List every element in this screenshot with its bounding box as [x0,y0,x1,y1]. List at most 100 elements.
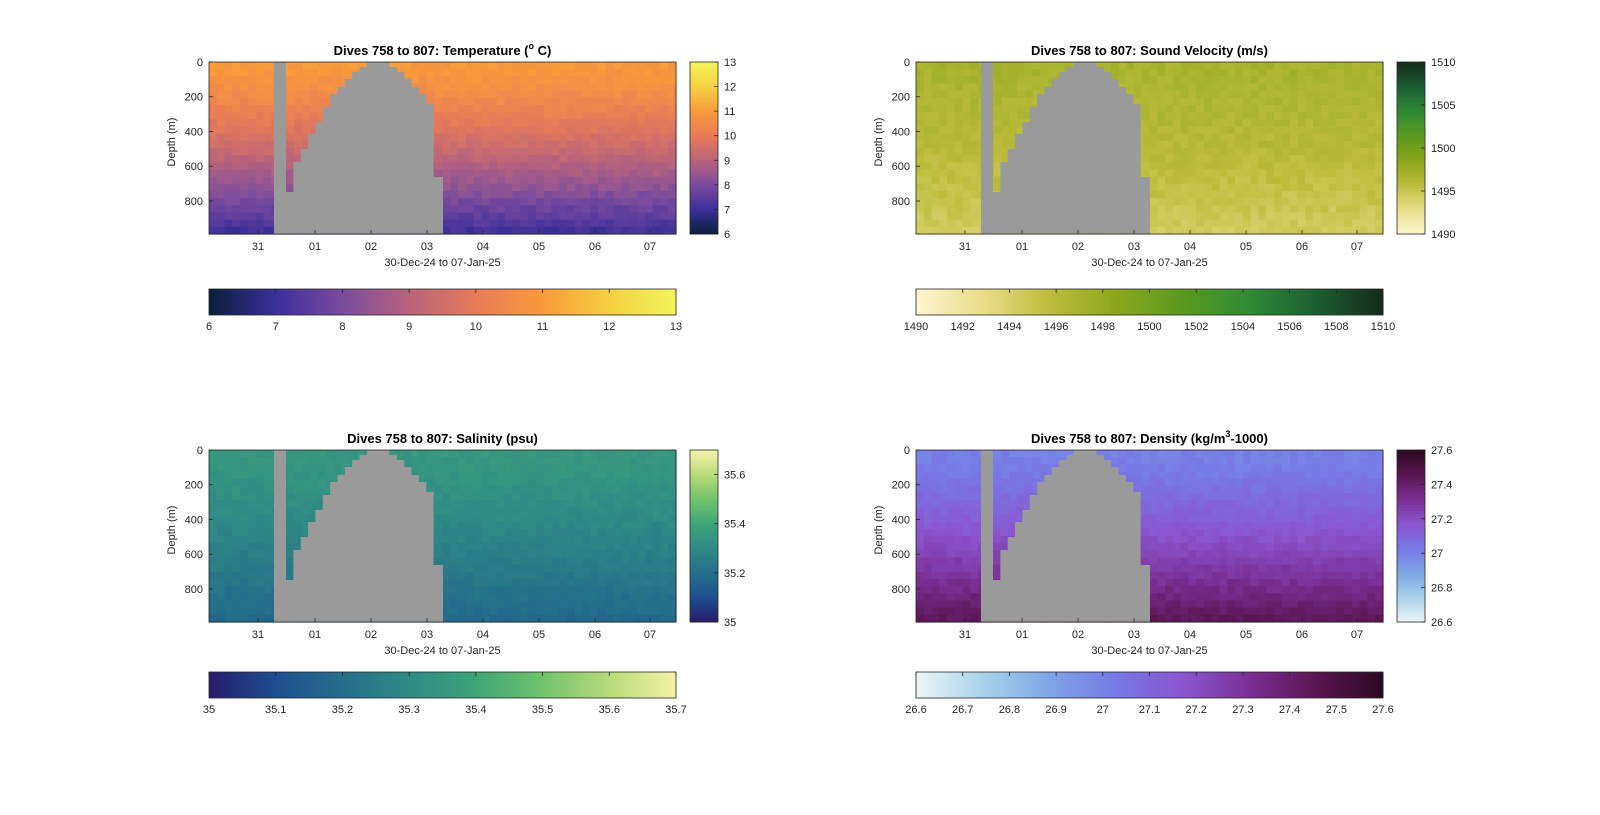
heatmap-cell [1157,133,1166,142]
data-gap [993,192,1001,234]
heatmap-cell [1297,205,1306,214]
heatmap-cell [621,226,630,235]
heatmap-cell [582,500,591,508]
heatmap-cell [559,579,568,587]
heatmap-cell [232,464,241,473]
colorbar-swatch [690,504,718,508]
colorbar-swatch [605,289,611,315]
heatmap-cell [255,133,265,142]
data-gap [403,79,412,234]
heatmap-cell [458,169,467,178]
heatmap-cell [317,83,327,92]
heatmap-cell [590,464,599,473]
y-tick-label: 200 [185,92,203,104]
heatmap-cell [1196,112,1205,120]
heatmap-cell [551,226,560,235]
heatmap-cell [574,464,584,473]
heatmap-cell [1258,183,1267,192]
heatmap-cell [1305,198,1314,206]
heatmap-cell [528,176,537,185]
heatmap-cell [939,212,948,221]
heatmap-cell [473,521,483,530]
heatmap-cell [458,148,467,156]
heatmap-cell [637,183,646,192]
heatmap-cell [1312,105,1322,113]
heatmap-cell [465,191,475,199]
heatmap-cell [598,176,607,185]
heatmap-cell [1219,226,1228,235]
heatmap-cell [660,550,669,559]
heatmap-cell [209,614,218,623]
heatmap-cell [598,607,607,616]
colorbar-swatch [648,289,654,315]
heatmap-cell [263,191,272,199]
heatmap-cell [263,457,272,465]
colorbar-swatch [690,558,718,563]
heatmap-cell [993,69,1003,77]
heatmap-cell [434,550,444,559]
heatmap-cell [1188,162,1197,171]
heatmap-cell [962,191,972,199]
heatmap-cell [652,500,662,508]
heatmap-cell [668,83,677,92]
heatmap-cell [317,97,327,106]
heatmap-cell [1001,105,1010,113]
heatmap-cell [567,97,576,106]
heatmap-cell [637,571,646,580]
heatmap-cell [559,493,568,501]
heatmap-cell [504,536,514,544]
heatmap-cell [1297,155,1306,163]
heatmap-cell [644,450,654,458]
heatmap-cell [1118,62,1127,70]
heatmap-cell [504,543,514,551]
y-tick-label: 0 [904,57,910,69]
heatmap-cell [668,69,677,77]
heatmap-cell [644,97,654,106]
colorbar-swatch [419,289,424,315]
heatmap-cell [209,62,218,70]
heatmap-cell [598,457,607,465]
heatmap-cell [450,176,459,185]
colorbar-swatch [690,481,718,485]
heatmap-cell [1242,219,1252,228]
heatmap-cell [582,176,591,185]
heatmap-cell [302,133,311,142]
heatmap-cell [450,564,459,573]
heatmap-cell [1375,155,1384,163]
heatmap-cell [652,148,662,156]
heatmap-cell [1367,219,1376,228]
heatmap-cell [302,450,311,458]
x-tick-label: 07 [644,241,656,253]
heatmap-cell [1211,219,1221,228]
y-tick-label: 0 [197,57,203,69]
colorbar-swatch [1141,289,1147,315]
heatmap-cell [637,140,646,149]
heatmap-cell [637,450,646,458]
heatmap-cell [652,119,662,128]
heatmap-cell [450,457,459,465]
heatmap-cell [1172,198,1182,206]
heatmap-cell [294,140,303,149]
heatmap-cell [512,457,521,465]
heatmap-cell [970,212,979,221]
heatmap-cell [224,90,233,99]
heatmap-cell [621,457,630,465]
heatmap-cell [255,162,265,171]
heatmap-cell [629,557,638,566]
colorbar-swatch [690,193,718,198]
heatmap-cell [574,571,584,580]
heatmap-cell [317,76,327,85]
colorbar-swatch [1161,289,1166,315]
heatmap-cell [294,112,303,120]
heatmap-cell [528,500,537,508]
heatmap-cell [255,97,265,106]
heatmap-cell [1242,119,1252,128]
colorbar-swatch [1397,219,1425,224]
heatmap-cell [450,521,459,530]
heatmap-cell [442,162,451,171]
colorbar-swatch [690,484,718,488]
heatmap-cell [613,593,623,602]
heatmap-cell [1141,126,1151,135]
heatmap-cell [652,105,662,113]
heatmap-cell [1235,90,1244,99]
